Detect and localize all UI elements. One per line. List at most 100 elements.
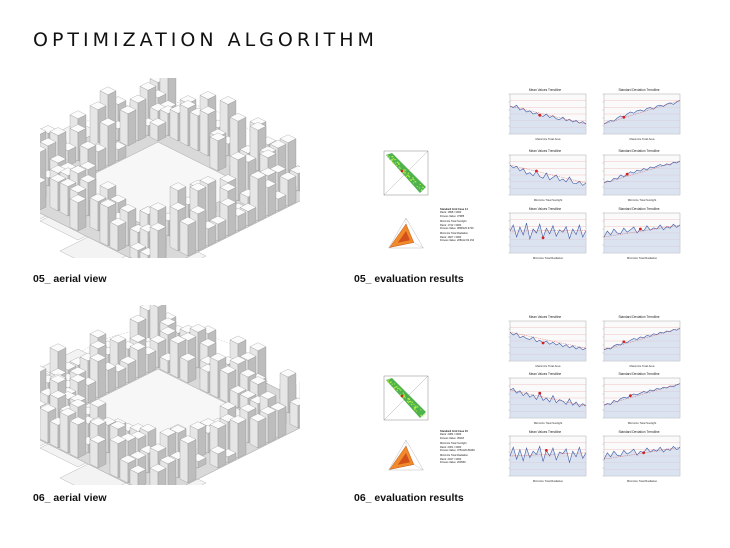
building-roof <box>189 182 207 192</box>
building-roof <box>109 217 127 227</box>
stats-line: Fitness Value: 37985 <box>440 214 465 218</box>
building-roof <box>89 435 107 444</box>
scatter-point <box>398 166 400 168</box>
chart-title: Mean Values Trendline <box>529 372 562 376</box>
selected-point <box>400 169 404 173</box>
trend-chart: Standard Deviation Trendline Minimize Tot… <box>602 372 681 425</box>
building-roof <box>153 305 163 308</box>
building-roof <box>69 399 87 408</box>
series-line <box>509 104 587 125</box>
scatter-point <box>407 397 409 399</box>
scatter-point <box>392 156 394 158</box>
building-face <box>59 411 69 454</box>
building-roof <box>69 110 87 119</box>
building-roof <box>219 365 237 374</box>
series-area <box>510 165 586 195</box>
stats-line: Rank: 2047 / 3000 <box>440 457 462 461</box>
trend-line <box>509 164 587 184</box>
building-roof <box>259 406 277 415</box>
building-roof <box>69 184 87 193</box>
building-roof <box>209 445 227 455</box>
series-line <box>509 331 587 351</box>
x-axis-label: Minimize Total Radiation <box>533 479 564 483</box>
scatter-point <box>405 175 408 177</box>
selected-point <box>638 227 642 231</box>
building-roof <box>89 329 107 338</box>
building-roof <box>40 128 47 135</box>
building-side <box>157 226 167 258</box>
scatter-point <box>402 392 404 394</box>
building-roof <box>40 176 47 184</box>
scatter-point <box>399 167 401 169</box>
trend-chart: Standard Deviation Trendline Maximize Tot… <box>602 88 681 141</box>
radar-chart <box>388 439 424 471</box>
scatter-point <box>413 182 415 184</box>
building-side <box>197 209 207 252</box>
scatter-point <box>388 383 390 385</box>
x-axis-label: Minimize Total Sunlight <box>534 198 563 202</box>
scatter-point <box>394 386 396 388</box>
building-roof <box>79 161 97 170</box>
stats-line: Fitness Value: 208112.93.154 <box>440 239 475 243</box>
building-roof <box>40 404 57 413</box>
trend-chart: Mean Values Trendline Minimize Total Radi… <box>508 430 587 483</box>
building-face <box>89 197 99 232</box>
building-roof <box>239 352 257 361</box>
building-roof <box>119 356 137 365</box>
chart-title: Mean Values Trendline <box>529 88 562 92</box>
trend-line <box>509 332 587 349</box>
building-roof <box>259 149 277 158</box>
building-side <box>287 175 297 207</box>
chart-title: Standard Deviation Trendline <box>618 88 659 92</box>
building-roof <box>99 86 117 95</box>
scatter-point <box>399 394 401 396</box>
stats-title: Standard Grid Case 14 <box>440 208 468 211</box>
building-roof <box>259 167 277 177</box>
building-roof <box>209 353 227 362</box>
selected-point <box>541 341 545 345</box>
building-side <box>40 179 47 211</box>
stats-line: Rank: 1898 / 3000 <box>440 211 462 215</box>
series-area <box>510 388 586 418</box>
building-side <box>197 425 207 459</box>
scatter-point <box>397 387 399 390</box>
building-face <box>149 226 159 258</box>
building-face <box>179 356 189 384</box>
scatter-point <box>394 162 397 164</box>
building-roof <box>179 216 197 226</box>
building-face <box>40 408 49 444</box>
scatter-point <box>396 161 398 163</box>
stats-line: Rank: 2084 / 3000 <box>440 433 462 437</box>
stats-line: Rank: 1827 / 3000 <box>440 235 462 239</box>
building-roof <box>269 139 287 149</box>
scatter-point <box>416 185 418 188</box>
building-roof <box>139 82 157 91</box>
aerial-view-diagram <box>40 78 300 258</box>
building-face <box>169 109 179 142</box>
building-side <box>257 174 267 222</box>
building-side <box>167 459 177 485</box>
building-side <box>127 109 137 147</box>
scatter-point <box>413 403 415 405</box>
scatter-point <box>404 397 406 399</box>
building-roof <box>99 181 117 190</box>
building-roof <box>229 385 247 394</box>
building-roof <box>169 202 187 211</box>
scatter-point <box>407 399 409 401</box>
building-roof <box>49 174 67 183</box>
building-roof <box>199 106 217 115</box>
building-roof <box>79 174 97 183</box>
building-side <box>237 419 247 459</box>
building-roof <box>149 335 167 344</box>
selected-point <box>622 340 626 344</box>
stats-line: Minimize Total Radiation <box>440 232 469 236</box>
scatter-point <box>409 400 412 403</box>
scatter-point <box>411 401 414 403</box>
scatter-point <box>393 159 395 161</box>
building-side <box>97 439 107 469</box>
selected-point <box>541 236 545 240</box>
stats-line: Fitness Value: 3751120.89460 <box>440 449 475 453</box>
trend-chart: Standard Deviation Trendline Minimize Tot… <box>602 207 681 260</box>
scatter-point <box>400 389 402 391</box>
chart-title: Standard Deviation Trendline <box>618 149 659 153</box>
